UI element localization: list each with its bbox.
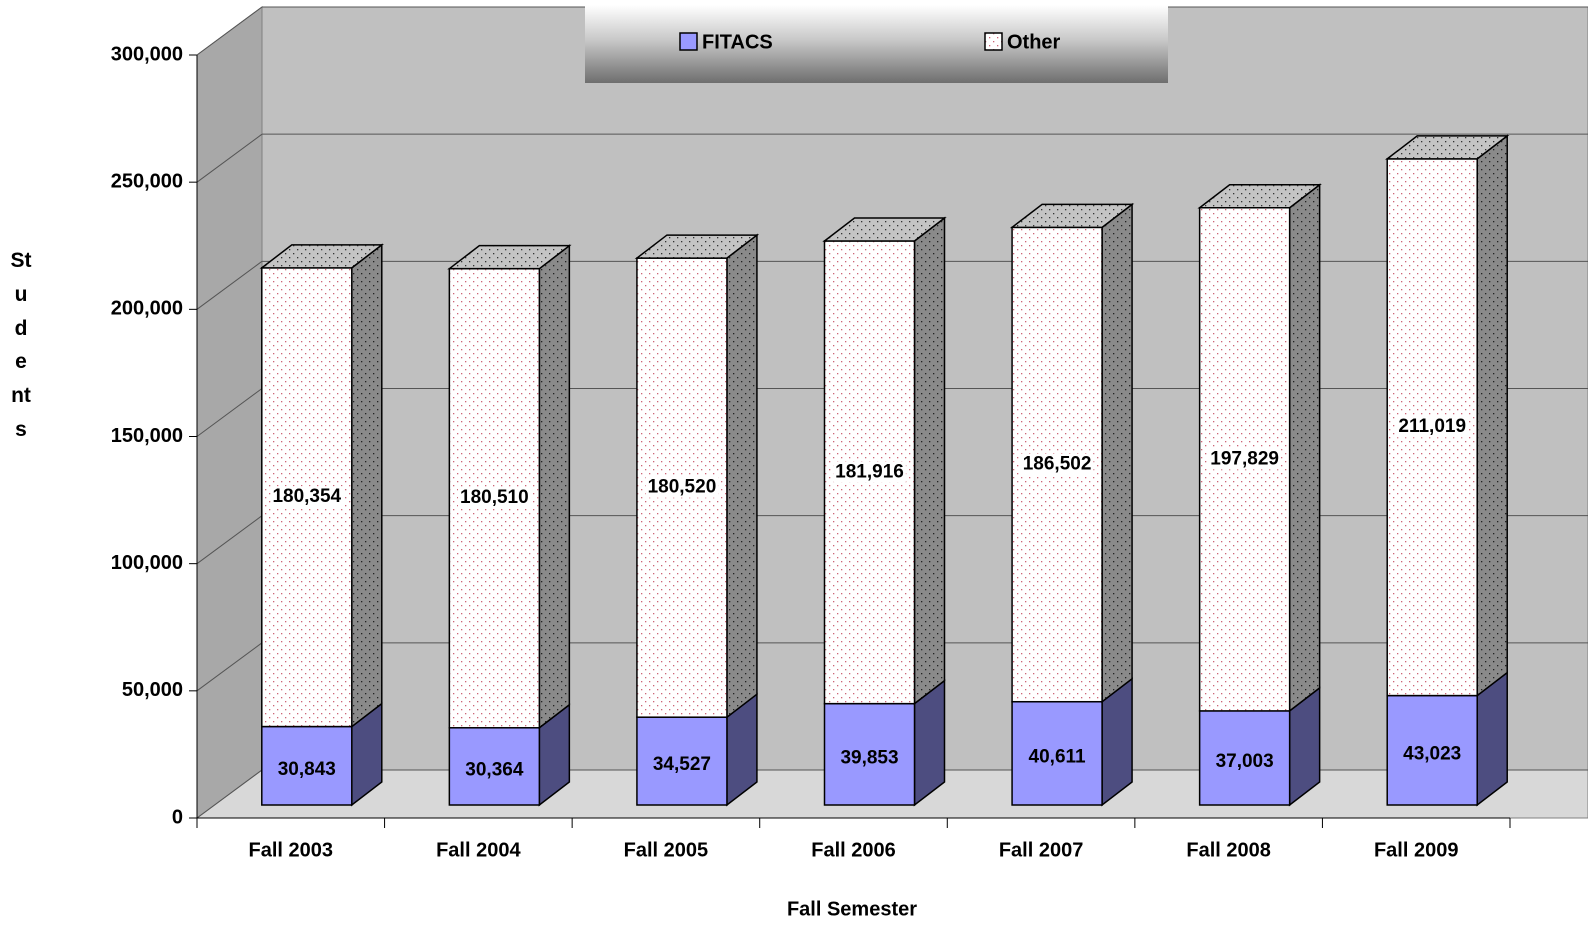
grid-line <box>196 6 263 56</box>
x-tick-label: Fall 2007 <box>999 839 1084 861</box>
bar-top <box>1197 183 1322 209</box>
data-label: 30,843 <box>278 759 336 780</box>
data-label: 211,019 <box>1398 416 1466 437</box>
bar <box>1198 710 1291 806</box>
legend-label: FITACS <box>702 31 773 53</box>
x-tick-label: Fall 2004 <box>436 839 521 861</box>
y-tick-label: 200,000 <box>111 298 183 320</box>
data-label-bg <box>458 487 531 509</box>
data-label-bg <box>833 461 906 483</box>
data-label-bg <box>270 486 344 508</box>
grid-line <box>196 388 263 437</box>
legend-swatch <box>679 32 698 51</box>
y-tick-label: 250,000 <box>111 170 183 192</box>
bar-side <box>351 243 383 729</box>
data-label: 181,916 <box>835 461 904 482</box>
grid-line <box>196 642 263 692</box>
bar <box>448 727 541 806</box>
data-label: 180,520 <box>648 477 717 498</box>
x-tick-label: Fall 2009 <box>1374 839 1459 861</box>
bar-side <box>913 216 946 706</box>
bar-side <box>538 244 571 730</box>
data-label-bg <box>645 476 719 498</box>
bar-top <box>259 244 384 269</box>
bar <box>636 716 728 806</box>
data-label: 43,023 <box>1403 743 1461 764</box>
bar-side <box>1101 202 1133 704</box>
bar-top <box>822 217 947 242</box>
data-label: 34,527 <box>653 754 711 775</box>
bar-top <box>447 244 572 270</box>
data-label-bg <box>1208 448 1281 470</box>
data-label-bg <box>1396 416 1469 438</box>
legend-box <box>585 5 1168 83</box>
y-tick-label: 300,000 <box>111 43 183 65</box>
data-label: 40,611 <box>1029 746 1086 767</box>
data-label-bg <box>1020 453 1094 475</box>
bar <box>823 702 916 806</box>
x-axis-title: Fall Semester <box>787 898 917 920</box>
data-label: 37,003 <box>1216 751 1274 772</box>
bar-side <box>726 233 758 719</box>
data-label: 180,510 <box>460 487 529 508</box>
x-tick-label: Fall 2003 <box>249 839 334 861</box>
bar-top <box>1009 203 1135 229</box>
y-tick-label: 0 <box>172 806 183 828</box>
y-tick-label: 50,000 <box>122 679 183 701</box>
bar-side <box>1476 134 1508 698</box>
x-tick-label: Fall 2005 <box>624 839 709 861</box>
bar-top <box>634 234 760 259</box>
grid-line <box>196 260 263 310</box>
bar-top <box>1385 135 1510 160</box>
y-tick-label: 100,000 <box>111 552 183 574</box>
y-axis-title: Students <box>10 249 32 441</box>
plot-area <box>189 6 1588 828</box>
bar-side <box>1288 183 1321 713</box>
grid-line <box>196 769 263 819</box>
grid-line <box>196 133 263 183</box>
data-label: 186,502 <box>1023 454 1092 475</box>
legend-swatch <box>984 32 1003 51</box>
x-tick-label: Fall 2008 <box>1186 839 1271 861</box>
legend-label: Other <box>1007 31 1061 53</box>
data-label: 30,364 <box>465 759 524 780</box>
data-label: 197,829 <box>1210 448 1279 469</box>
bar <box>1011 700 1103 806</box>
y-tick-label: 150,000 <box>111 425 183 447</box>
grid-line <box>196 515 263 565</box>
data-label: 180,354 <box>272 486 341 507</box>
data-label: 39,853 <box>840 747 898 768</box>
x-tick-label: Fall 2006 <box>811 839 896 861</box>
bar <box>1386 694 1478 806</box>
